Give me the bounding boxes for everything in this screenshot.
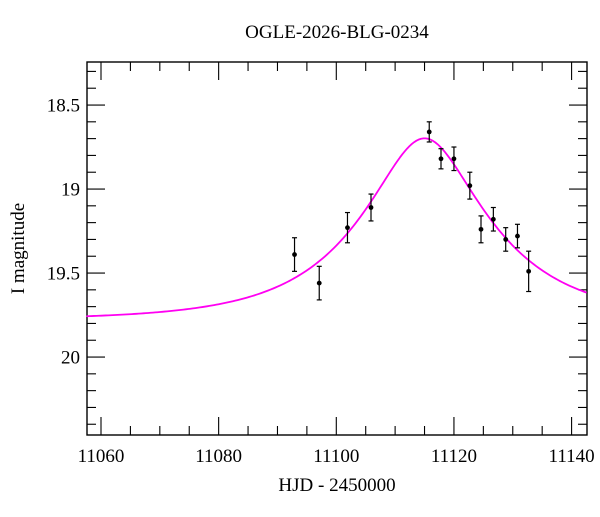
photometry-point-marker bbox=[345, 225, 350, 231]
photometry-point-marker bbox=[438, 156, 444, 162]
data-points-layer bbox=[292, 121, 532, 301]
y-tick-label: 20 bbox=[61, 348, 80, 369]
data-point bbox=[503, 227, 509, 252]
data-point bbox=[292, 237, 298, 272]
plot-frame bbox=[86, 61, 588, 436]
photometry-point-marker bbox=[368, 205, 374, 210]
model-light-curve bbox=[86, 137, 587, 318]
y-tick-label: 19 bbox=[61, 180, 80, 201]
photometry-point-marker bbox=[467, 183, 473, 189]
x-tick-label: 11080 bbox=[195, 446, 242, 467]
data-point bbox=[467, 171, 473, 200]
x-tick-label: 11120 bbox=[431, 446, 477, 467]
photometry-point-marker bbox=[426, 129, 432, 135]
photometry-point-marker bbox=[316, 280, 322, 286]
data-point bbox=[490, 206, 496, 232]
x-tick-label: 11140 bbox=[549, 446, 595, 467]
y-axis-label: I magnitude bbox=[8, 203, 29, 294]
x-tick-label: 11060 bbox=[78, 446, 125, 467]
data-point bbox=[451, 146, 457, 172]
photometry-point-marker bbox=[478, 226, 484, 232]
y-tick-label: 18.5 bbox=[47, 96, 80, 117]
x-axis-label: HJD - 2450000 bbox=[278, 475, 395, 496]
photometry-point-marker bbox=[515, 233, 520, 239]
data-point bbox=[316, 265, 322, 301]
photometry-point-marker bbox=[292, 252, 297, 257]
data-point bbox=[426, 121, 432, 143]
data-point bbox=[514, 223, 520, 249]
photometry-point-marker bbox=[490, 216, 496, 222]
data-point bbox=[368, 193, 374, 222]
data-point bbox=[438, 148, 444, 170]
data-point bbox=[344, 211, 350, 244]
axes-layer: 11060 11080 11100 11120 11140 18.5 19 19.5 20 bbox=[47, 61, 595, 467]
data-point bbox=[526, 250, 532, 293]
x-tick-label: 11100 bbox=[313, 446, 359, 467]
photometry-point-marker bbox=[526, 268, 532, 274]
photometry-point-marker bbox=[503, 237, 509, 242]
model-curve-layer bbox=[86, 137, 587, 318]
photometry-point-marker bbox=[451, 156, 457, 162]
data-point bbox=[478, 215, 484, 244]
y-tick-label: 19.5 bbox=[47, 264, 80, 285]
plot-title: OGLE-2026-BLG-0234 bbox=[245, 22, 429, 43]
